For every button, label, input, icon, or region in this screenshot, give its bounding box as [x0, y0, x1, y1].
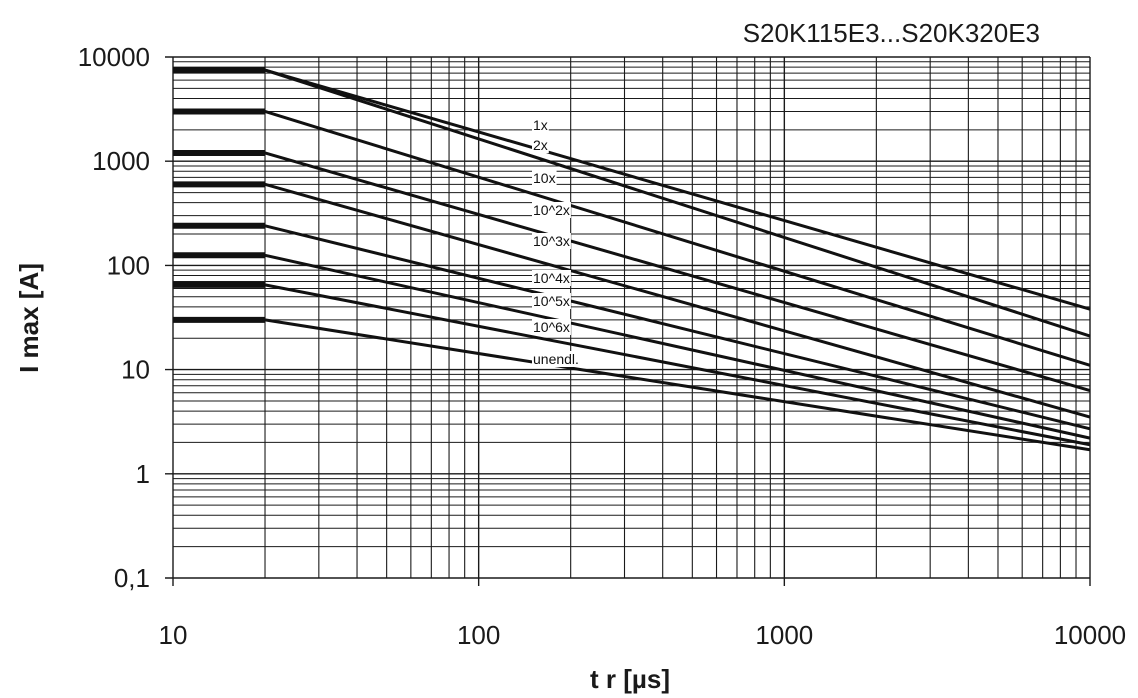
y-tick-label: 1: [136, 459, 150, 489]
x-tick-label: 10: [159, 620, 188, 650]
x-tick-label: 100: [457, 620, 500, 650]
curve-label-bg: [532, 319, 571, 335]
y-tick-label: 10000: [78, 42, 150, 72]
curve-label-10^6x: 10^6x: [532, 319, 571, 335]
series-layer: [173, 67, 1091, 452]
y-tick-label: 100: [107, 250, 150, 280]
ticks-layer: 10 100 1000 10000 0,1 1 10 100 1000 10000: [78, 42, 1126, 650]
curve-label-1x: 1x: [532, 117, 549, 133]
x-tick-label: 10000: [1054, 620, 1126, 650]
curve-label-unendl.: unendl.: [532, 351, 580, 367]
series-line-10^3x: [264, 182, 1091, 419]
series-line-unendl.: [264, 318, 1091, 452]
curve-label-text: 10^4x: [533, 270, 570, 286]
series-line-10^5x: [264, 253, 1091, 440]
curve-label-bg: [532, 351, 580, 367]
y-tick-label: 0,1: [114, 563, 150, 593]
curve-label-bg: [532, 270, 571, 286]
series-line-1x: [264, 68, 1091, 311]
x-tick-label: 1000: [755, 620, 813, 650]
curve-label-bg: [532, 233, 571, 249]
curve-labels: 1x 2x 10x 10^2x 10^3x 10^4x 10^5x 10^6x unendl.: [532, 117, 580, 367]
curve-label-10^5x: 10^5x: [532, 293, 571, 309]
y-axis-label: I max [A]: [14, 263, 44, 373]
curve-label-text: 10x: [533, 170, 556, 186]
series-line-10^6x: [264, 283, 1091, 447]
series-line-10^4x: [264, 224, 1091, 431]
curve-label-bg: [532, 202, 571, 218]
curve-label-10^2x: 10^2x: [532, 202, 571, 218]
chart-title: S20K115E3...S20K320E3: [743, 18, 1040, 48]
y-tick-label: 10: [121, 355, 150, 385]
curve-label-text: 1x: [533, 117, 548, 133]
x-axis-label: t r [µs]: [590, 664, 670, 694]
series-line-10x: [264, 110, 1091, 367]
curve-label-text: 10^2x: [533, 202, 570, 218]
curve-label-2x: 2x: [532, 137, 549, 153]
grid: [165, 56, 1091, 586]
curve-label-bg: [532, 170, 557, 186]
curve-label-bg: [532, 137, 549, 153]
curve-label-text: 2x: [533, 137, 548, 153]
y-tick-label: 1000: [92, 146, 150, 176]
series-line-2x: [264, 68, 1091, 338]
curve-label-bg: [532, 117, 549, 133]
curve-label-text: 10^3x: [533, 233, 570, 249]
curve-label-10^3x: 10^3x: [532, 233, 571, 249]
curve-label-bg: [532, 293, 571, 309]
curve-label-text: unendl.: [533, 351, 579, 367]
curve-label-text: 10^6x: [533, 319, 570, 335]
curve-label-10^4x: 10^4x: [532, 270, 571, 286]
curve-label-text: 10^5x: [533, 293, 570, 309]
curve-label-10x: 10x: [532, 170, 557, 186]
series-line-10^2x: [264, 151, 1091, 392]
